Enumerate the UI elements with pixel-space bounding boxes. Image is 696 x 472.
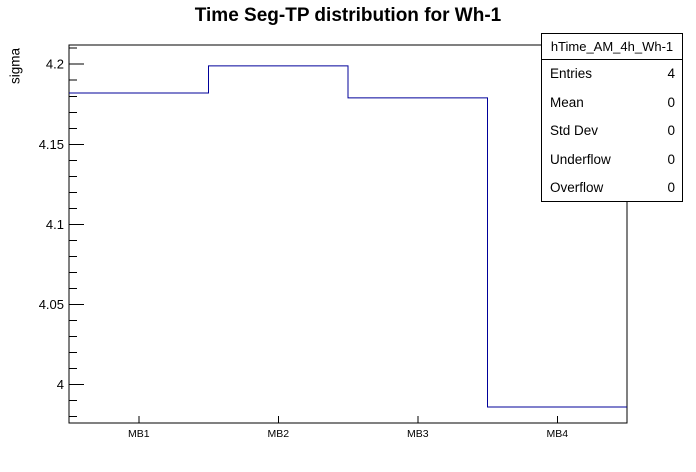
y-tick-label: 4.1 <box>46 217 64 232</box>
stats-rows: Entries 4 Mean 0 Std Dev 0 Underflow 0 Overflow 0 <box>542 60 682 202</box>
histogram-step-line <box>69 65 627 408</box>
x-tick-label: MB3 <box>407 428 429 440</box>
x-tick-label: MB1 <box>128 428 150 440</box>
stats-row-value: 0 <box>667 94 675 110</box>
stats-box: hTime_AM_4h_Wh-1 Entries 4 Mean 0 Std Dev 0 Un… <box>541 33 683 202</box>
stats-row-label: Overflow <box>550 180 604 195</box>
stats-row: Underflow 0 <box>550 153 675 167</box>
stats-row-label: Underflow <box>550 151 611 167</box>
stats-row: Std Dev 0 <box>550 124 675 138</box>
stats-box-title: hTime_AM_4h_Wh-1 <box>542 34 682 60</box>
x-tick-label: MB4 <box>546 428 568 440</box>
x-tick-label: MB2 <box>267 428 289 440</box>
y-tick-label: 4.2 <box>46 57 64 72</box>
y-tick-label: 4.05 <box>39 297 64 312</box>
frame-border <box>68 44 628 424</box>
chart-title: Time Seg-TP distribution for Wh-1 <box>194 5 502 26</box>
stats-row-value: 4 <box>667 66 675 82</box>
stats-row: Entries 4 <box>550 67 675 81</box>
stats-row-value: 0 <box>667 123 675 139</box>
stats-row-value: 0 <box>667 180 675 195</box>
stats-row: Mean 0 <box>550 96 675 110</box>
stats-row-label: Mean <box>550 94 584 110</box>
stats-row-label: Entries <box>550 66 593 82</box>
stats-row-label: Std Dev <box>550 123 599 139</box>
stats-row-value: 0 <box>667 151 675 167</box>
stats-row: Overflow 0 <box>550 181 675 195</box>
y-tick-label: 4 <box>57 377 64 392</box>
y-tick-label: 4.15 <box>39 137 64 152</box>
